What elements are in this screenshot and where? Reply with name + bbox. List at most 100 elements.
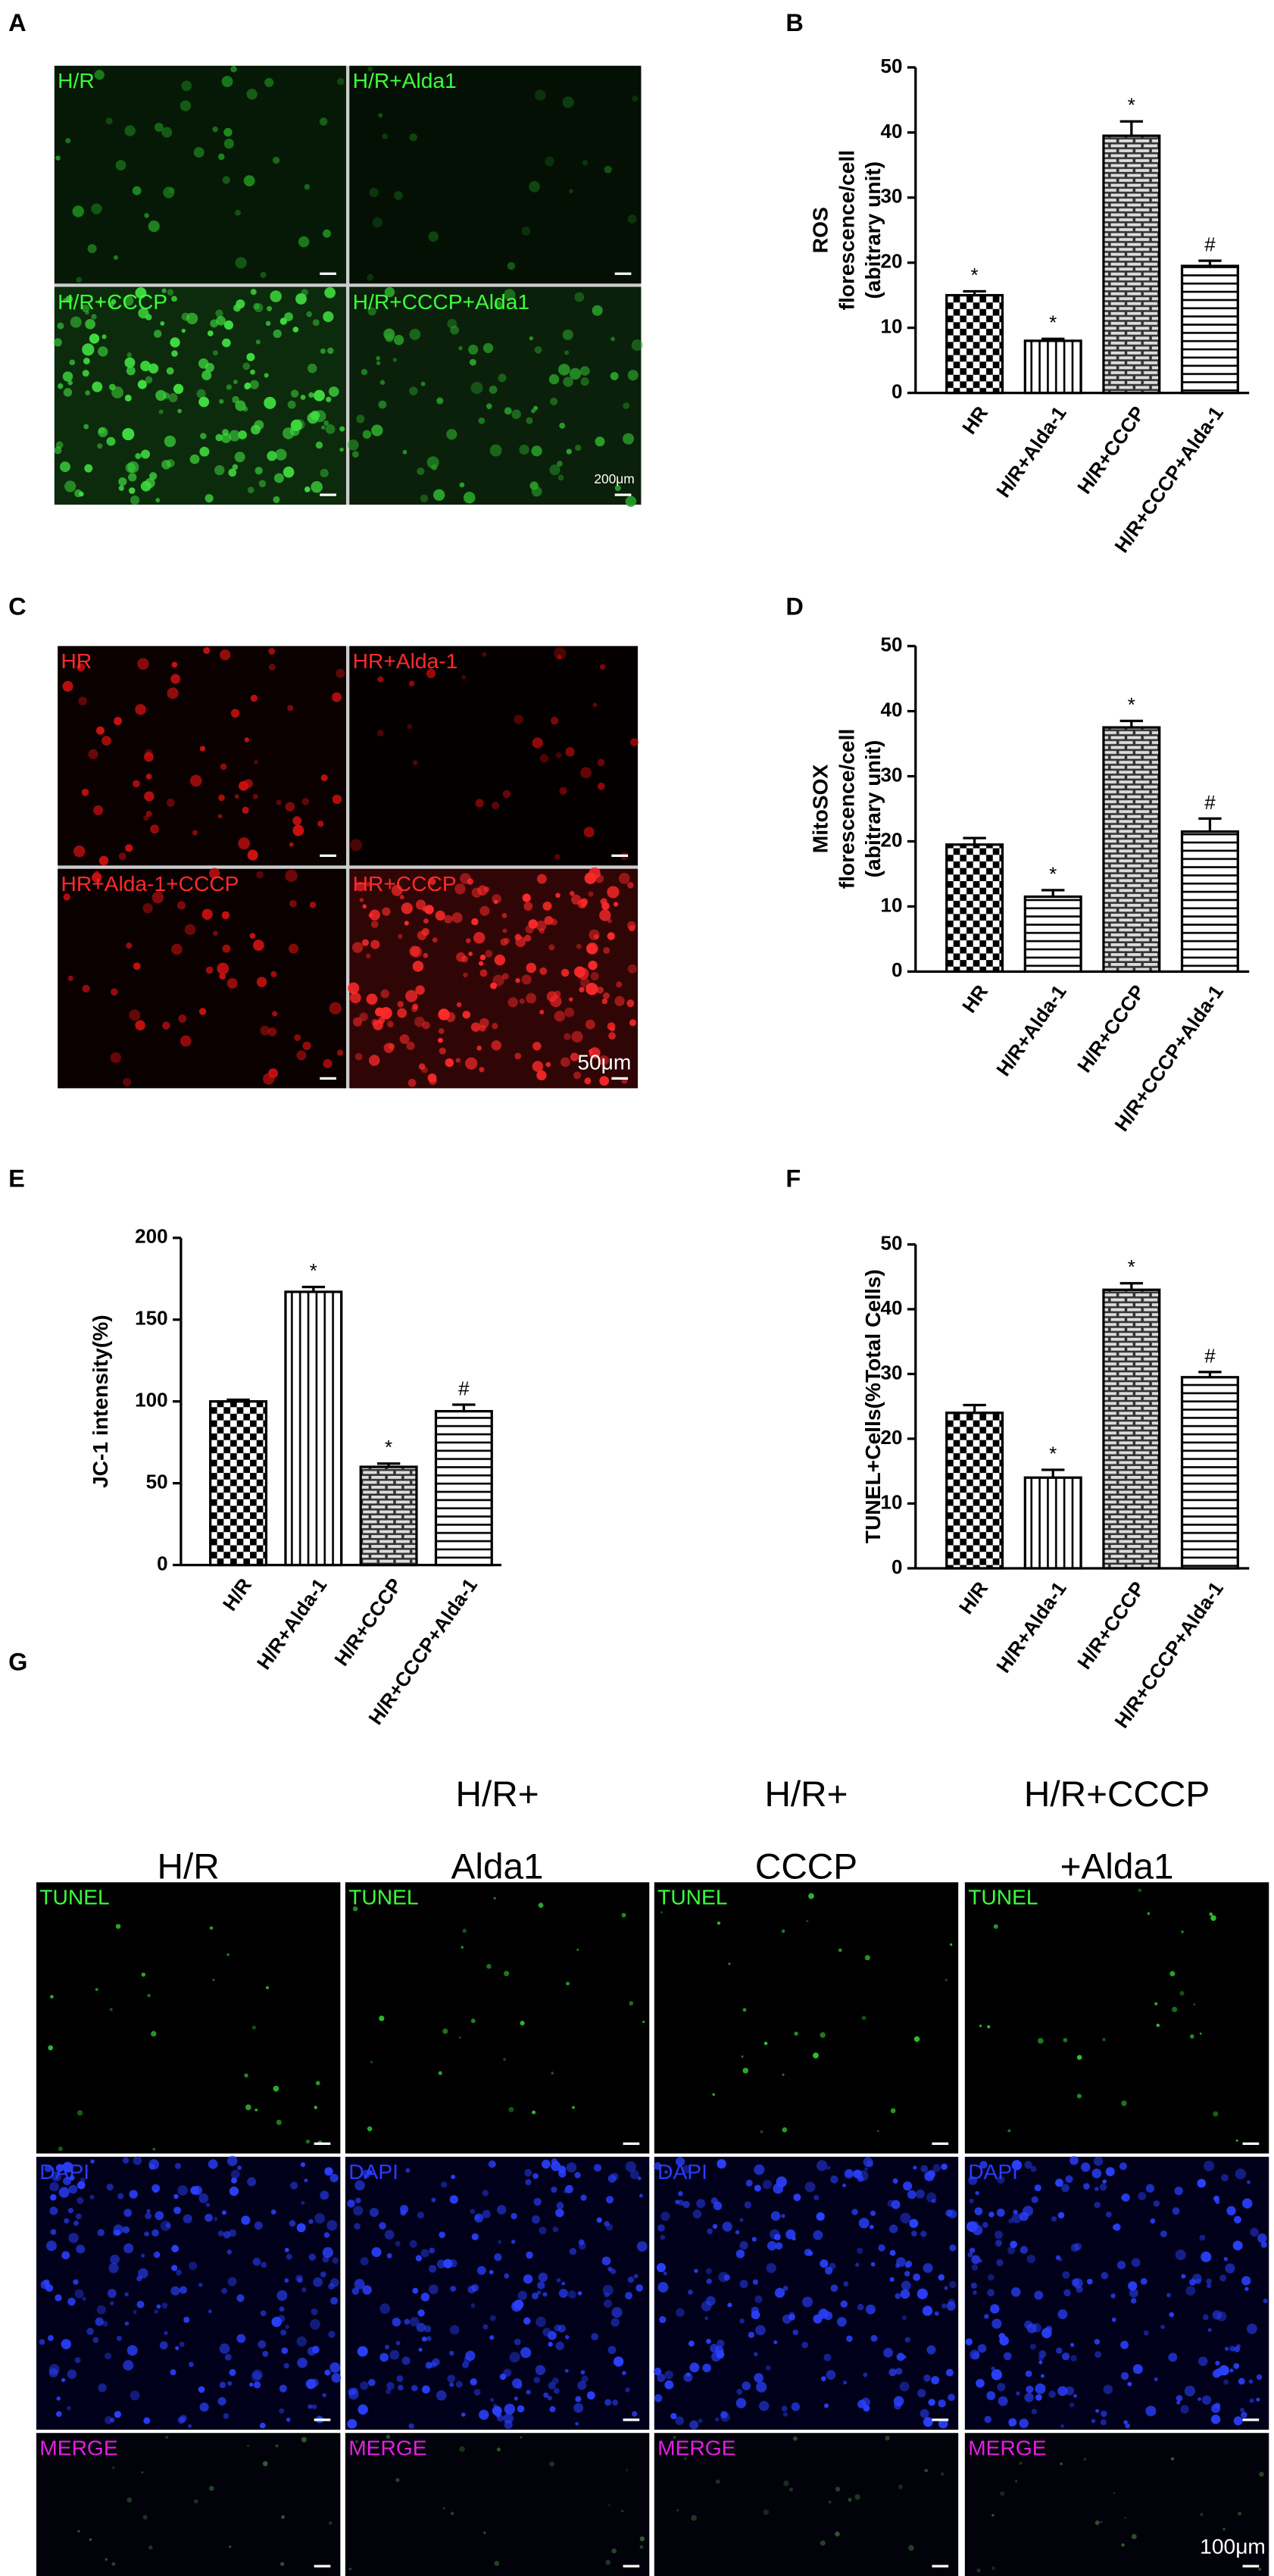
cell (177, 408, 183, 414)
cell (524, 2168, 532, 2177)
micrograph (964, 1882, 1269, 2154)
y-axis-label: MitoSOX (808, 764, 832, 854)
cell (781, 2406, 788, 2412)
cell (607, 2346, 617, 2355)
cell (348, 982, 360, 994)
cell (284, 2278, 289, 2283)
panel-letter: E (8, 1165, 25, 1192)
cell (376, 355, 380, 361)
cell (136, 2300, 145, 2309)
cell (409, 328, 421, 340)
cell (781, 1929, 785, 1934)
cell (1233, 2215, 1241, 2224)
cell (262, 2350, 269, 2357)
cell (311, 2404, 317, 2410)
cell (627, 2276, 635, 2284)
scale-label: 100μm (1200, 2534, 1266, 2559)
cell (991, 2366, 995, 2371)
cell (77, 2530, 80, 2533)
cell (320, 774, 328, 782)
cell (1189, 2034, 1194, 2039)
cell (900, 2212, 911, 2224)
cell (792, 2329, 799, 2336)
cell (569, 189, 573, 194)
significance-mark: * (1049, 862, 1057, 885)
error-bar (376, 1462, 401, 1468)
cell (503, 289, 516, 301)
cell (116, 2335, 122, 2341)
cell (112, 2466, 115, 2469)
cell (146, 2209, 151, 2213)
cell (250, 694, 258, 702)
cell (438, 1027, 445, 1034)
cell (226, 2156, 238, 2167)
cell (93, 805, 104, 816)
cell (675, 2416, 685, 2425)
cell (1260, 2241, 1267, 2248)
cell (565, 2184, 573, 2193)
cell (192, 830, 198, 836)
cell (205, 2213, 213, 2222)
cell (417, 2309, 425, 2317)
cell (1166, 2293, 1171, 2298)
cell (629, 2001, 634, 2005)
cell (916, 2388, 926, 2398)
cell (794, 2031, 798, 2036)
cell (557, 474, 564, 481)
cell (568, 997, 573, 1002)
cell (1112, 2224, 1119, 2231)
cell (717, 2159, 726, 2169)
cell (654, 2368, 662, 2376)
cell (126, 2345, 138, 2356)
cell (1242, 2198, 1253, 2209)
cell (376, 361, 381, 365)
cell (1038, 2349, 1047, 2358)
cell (170, 2286, 180, 2296)
cell (511, 409, 522, 420)
y-tick-label: 30 (880, 1361, 902, 1383)
cell (742, 2381, 751, 2390)
cell (1070, 2243, 1079, 2252)
cell (330, 2296, 339, 2305)
cell (370, 939, 380, 949)
cell (621, 1912, 626, 1918)
cell (1034, 2290, 1044, 2300)
cell (301, 289, 308, 296)
cell (221, 2210, 226, 2215)
cell (372, 217, 383, 228)
cell (1203, 2160, 1215, 2171)
significance-mark: * (1049, 311, 1057, 334)
cell (1233, 2363, 1240, 2369)
cell (199, 2402, 209, 2412)
cell (449, 2324, 460, 2335)
cell (473, 2389, 481, 2396)
cell (1091, 2418, 1096, 2424)
cell (148, 2163, 155, 2170)
cell (659, 2316, 667, 2324)
cell (792, 2436, 798, 2441)
cell (324, 2167, 333, 2176)
cell (332, 692, 342, 702)
cell (398, 933, 403, 939)
cell (1056, 2347, 1063, 2354)
cell (171, 350, 178, 357)
cell (164, 435, 176, 448)
cell (1048, 2390, 1056, 2398)
cell (904, 2271, 910, 2277)
cell (439, 2231, 446, 2239)
cell (409, 133, 417, 142)
cell (164, 2331, 168, 2336)
cell (460, 873, 471, 885)
cell (479, 2409, 489, 2420)
cell (94, 70, 105, 80)
cell (1000, 2491, 1005, 2496)
cell (782, 2073, 785, 2076)
cell (629, 1019, 636, 1027)
cell (706, 2278, 712, 2284)
cell (118, 485, 124, 491)
cell (698, 2418, 703, 2424)
cell (900, 2289, 910, 2299)
cell (166, 367, 174, 375)
cell (971, 2255, 981, 2265)
column-header: CCCP (755, 1847, 857, 1887)
